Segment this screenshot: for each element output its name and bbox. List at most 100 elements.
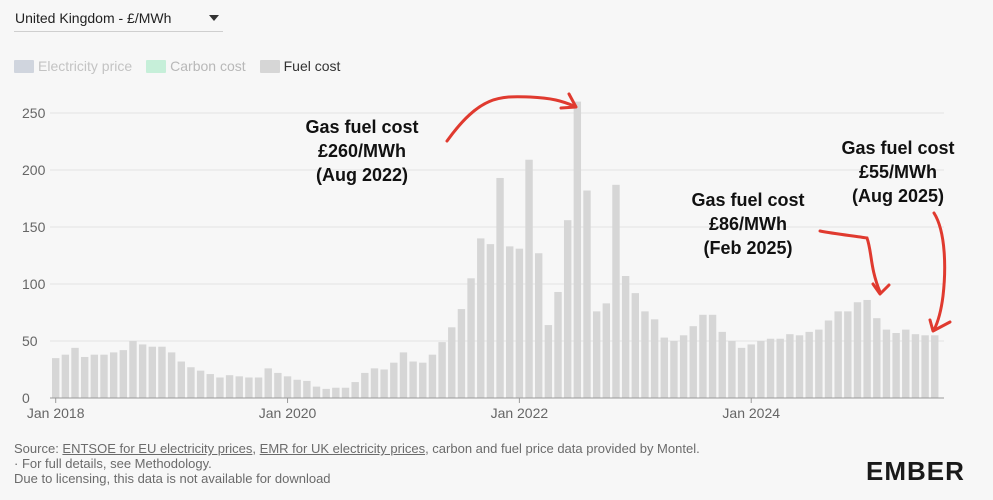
chart-bars	[52, 101, 939, 398]
bar-2020-03	[303, 380, 311, 398]
bar-2021-09	[477, 238, 485, 398]
chart-axes: 0 50 100 150 200 250 Jan 2018 Jan 2020 Jan 2022 J…	[22, 105, 944, 421]
chevron-down-icon	[209, 15, 219, 21]
bar-2025-05	[902, 329, 910, 398]
bar-2021-04	[428, 354, 437, 398]
bar-2018-12	[158, 346, 166, 398]
bar-2018-03	[71, 347, 79, 398]
x-tick-label: Jan 2018	[27, 405, 85, 421]
annotation-date-feb-2025: (Feb 2025)	[703, 238, 792, 258]
bar-2024-08	[815, 329, 823, 398]
ember-logo: EMBER	[866, 456, 965, 486]
legend-label: Carbon cost	[170, 58, 246, 74]
bar-2018-02	[61, 354, 70, 398]
annotation-arrows	[445, 92, 952, 333]
bar-2022-05	[554, 291, 562, 398]
bar-2021-06	[448, 327, 456, 398]
bar-2018-06	[100, 354, 108, 398]
bar-2019-12	[274, 372, 282, 398]
bar-2024-11	[844, 311, 852, 398]
bar-2021-08	[467, 278, 475, 398]
legend-item-electricity-price[interactable]: Electricity price	[14, 58, 132, 74]
bar-2024-05	[786, 334, 794, 398]
bar-2020-12	[390, 362, 398, 398]
emr-link[interactable]: EMR for UK electricity prices	[259, 441, 426, 456]
source-separator: ,	[252, 441, 260, 456]
bar-2023-03	[650, 319, 659, 398]
annotation-arrow-aug-2022	[445, 95, 576, 143]
legend-swatch	[14, 59, 34, 73]
entsoe-link[interactable]: ENTSOE for EU electricity prices	[62, 441, 253, 456]
bar-2024-07	[805, 331, 813, 398]
chart-footer: Source: ENTSOE for EU electricity prices…	[14, 441, 700, 486]
bar-2022-08	[583, 190, 591, 398]
bar-2022-03	[535, 253, 543, 398]
annotation-arrow-aug-2025	[932, 211, 947, 332]
bar-2025-06	[911, 334, 920, 398]
bar-2024-04	[776, 338, 784, 398]
bar-2019-05	[206, 374, 214, 398]
y-tick-label: 0	[22, 390, 30, 406]
legend-item-carbon-cost[interactable]: Carbon cost	[146, 58, 246, 74]
y-tick-label: 50	[22, 333, 38, 349]
bar-2024-12	[853, 302, 862, 398]
bar-2025-03	[882, 329, 891, 398]
bar-2021-11	[496, 177, 504, 398]
bar-2023-08	[699, 314, 707, 398]
bar-2023-06	[679, 335, 688, 398]
bar-2024-03	[766, 338, 775, 398]
source-prefix: Source:	[14, 441, 63, 456]
bar-2021-01	[399, 352, 408, 398]
bar-2019-08	[235, 376, 243, 398]
legend-label: Electricity price	[38, 58, 133, 74]
bar-2024-01	[747, 344, 755, 398]
bar-2018-08	[119, 350, 128, 398]
bar-2023-04	[660, 337, 668, 398]
y-tick-label: 200	[22, 162, 46, 178]
methodology-note: · For full details, see Methodology.	[14, 456, 212, 471]
bar-2023-02	[641, 311, 649, 398]
legend-item-fuel-cost[interactable]: Fuel cost	[259, 58, 341, 74]
bar-2023-09	[708, 314, 717, 398]
bar-2020-07	[341, 387, 350, 398]
bar-2023-07	[689, 326, 697, 398]
y-tick-label: 250	[22, 105, 46, 121]
bar-2025-04	[892, 333, 900, 398]
bar-2019-04	[196, 370, 205, 398]
bar-2020-11	[380, 369, 388, 398]
bar-2019-09	[245, 377, 253, 398]
bar-2021-02	[409, 361, 417, 398]
legend-label: Fuel cost	[283, 58, 341, 74]
bar-2018-07	[109, 352, 118, 398]
dropdown-selected-value: United Kingdom - £/MWh	[15, 10, 172, 26]
bar-2023-01	[631, 293, 639, 398]
annotation-title-aug-2025: Gas fuel cost	[841, 138, 954, 158]
bar-2019-06	[216, 377, 224, 398]
bar-2023-10	[718, 331, 726, 398]
region-unit-dropdown[interactable]: United Kingdom - £/MWh	[14, 4, 223, 32]
annotation-value-aug-2022: £260/MWh	[318, 141, 406, 161]
bar-2025-01	[863, 299, 871, 398]
bar-2022-04	[544, 325, 553, 398]
bar-2019-02	[177, 361, 185, 398]
bar-2021-12	[506, 246, 514, 398]
bar-2021-10	[486, 244, 495, 398]
bar-2020-06	[332, 387, 340, 398]
source-line: Source: ENTSOE for EU electricity prices…	[14, 441, 700, 456]
source-suffix: , carbon and fuel price data provided by…	[425, 441, 700, 456]
bar-2019-01	[167, 352, 176, 398]
bar-2021-05	[438, 342, 446, 398]
bar-2020-05	[322, 388, 330, 398]
annotation-arrowhead-aug-2022	[559, 92, 578, 110]
x-tick-label: Jan 2024	[722, 405, 780, 421]
legend-swatch	[146, 59, 167, 73]
bar-2023-05	[670, 341, 678, 398]
chart-legend: Electricity price Carbon cost Fuel cost	[14, 56, 354, 76]
bar-2024-02	[757, 341, 765, 398]
legend-swatch	[259, 59, 280, 73]
fuel-cost-bar-chart: 0 50 100 150 200 250 Jan 2018 Jan 2020 Jan 2022 J…	[22, 92, 955, 421]
bar-2024-09	[824, 320, 833, 398]
bar-2022-11	[612, 184, 620, 398]
x-tick-label: Jan 2020	[259, 405, 317, 421]
bar-2020-01	[283, 376, 292, 398]
